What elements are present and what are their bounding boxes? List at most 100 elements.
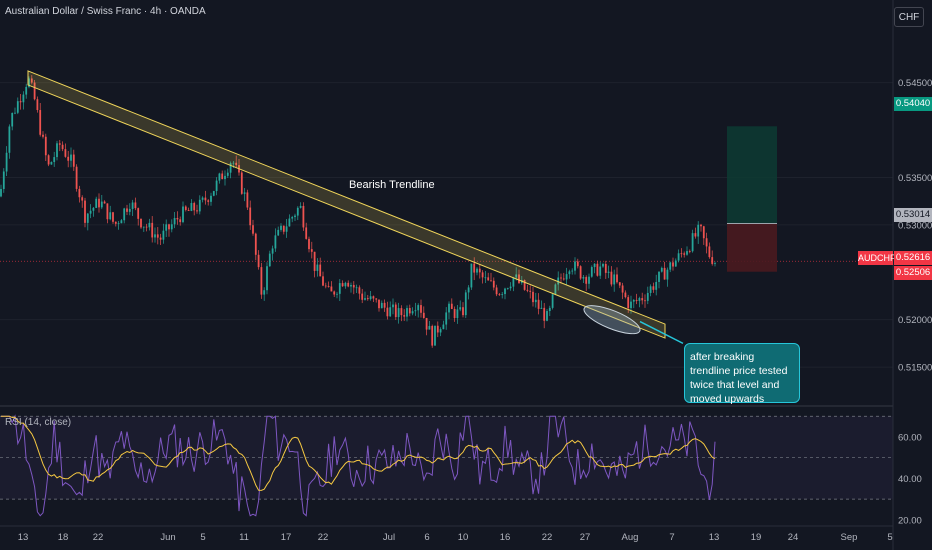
candle-body — [224, 175, 226, 180]
candle-body — [523, 280, 526, 290]
candle-body — [518, 274, 520, 283]
trendline-label[interactable]: Bearish Trendline — [349, 179, 435, 191]
candle-body — [462, 307, 464, 316]
candle-body — [156, 234, 159, 238]
trendline-channel — [27, 70, 666, 339]
candle-body — [532, 291, 534, 303]
candle-body — [324, 285, 327, 287]
candle-body — [638, 298, 641, 301]
candle-body — [25, 86, 28, 95]
candle-body — [126, 208, 128, 212]
candle-body — [5, 152, 8, 172]
note-pointer — [639, 320, 684, 345]
currency-button[interactable]: CHF — [894, 7, 924, 27]
candle-body — [358, 287, 361, 294]
candle-body — [714, 263, 716, 264]
candle-body — [140, 218, 142, 228]
candle-body — [364, 298, 366, 300]
candle-body — [616, 274, 618, 283]
candle-body — [663, 267, 666, 280]
candle-body — [574, 261, 576, 271]
candle-body — [271, 248, 274, 254]
price-tick-label: 0.54500 — [898, 78, 932, 89]
stop-price-tag: 0.52506 — [894, 266, 932, 280]
candle-body — [476, 268, 478, 273]
target-price-tag: 0.54040 — [894, 97, 932, 111]
candle-body — [316, 264, 319, 271]
candle-body — [196, 210, 198, 212]
candle-body — [260, 267, 263, 295]
candle-body — [467, 287, 470, 293]
candle-body — [78, 188, 81, 198]
candle-body — [674, 260, 677, 267]
candle-body — [319, 264, 322, 277]
candle-body — [392, 304, 394, 308]
candle-body — [42, 134, 44, 137]
candle-body — [0, 188, 2, 197]
candle-body — [95, 198, 98, 208]
candle-body — [655, 281, 658, 290]
time-axis[interactable]: 13 18 22 Jun 5 11 17 22 Jul 6 10 16 22 27 Aug 7 13 19 24 Se… — [18, 532, 893, 543]
candle-body — [408, 308, 411, 314]
candle-body — [700, 224, 702, 227]
candle-body — [86, 213, 89, 223]
candle-body — [691, 233, 694, 252]
candle-body — [504, 288, 506, 295]
candle-body — [473, 263, 476, 273]
price-axis[interactable]: 0.54500 0.53500 0.53000 0.52000 0.51500 — [898, 78, 932, 373]
candle-body — [215, 180, 218, 192]
candle-body — [296, 207, 299, 216]
candle-body — [190, 203, 193, 211]
candle-body — [366, 298, 369, 300]
candle-body — [372, 296, 375, 299]
annotation-note[interactable]: after breaking trendline price tested tw… — [684, 343, 800, 405]
rsi-tick-label: 60.00 — [898, 432, 922, 443]
candle-body — [254, 233, 257, 255]
candle-body — [593, 263, 596, 268]
candle-body — [240, 172, 243, 194]
candle-body — [221, 173, 224, 180]
candle-body — [182, 206, 184, 223]
candle-body — [36, 99, 39, 111]
candle-body — [683, 253, 686, 255]
candle-body — [607, 271, 610, 273]
candle-body — [308, 238, 310, 250]
candle-body — [652, 286, 655, 290]
candle-body — [268, 253, 271, 267]
entry-price-tag: 0.53014 — [894, 208, 932, 222]
candle-body — [336, 293, 338, 295]
candle-body — [280, 225, 282, 230]
candle-body — [30, 78, 33, 83]
candle-body — [294, 215, 296, 218]
candle-body — [352, 285, 355, 288]
candle-body — [103, 201, 106, 204]
long-position-zones[interactable] — [727, 126, 777, 272]
bearish-trendline[interactable] — [27, 70, 666, 339]
candle-body — [61, 144, 64, 150]
candle-body — [333, 291, 336, 295]
candle-body — [204, 197, 207, 201]
candle-body — [137, 208, 140, 219]
candle-body — [50, 162, 53, 165]
candle-body — [588, 276, 590, 284]
candle-body — [562, 278, 565, 280]
rsi-axis[interactable]: 60.00 40.00 20.00 — [898, 432, 922, 526]
candle-body — [641, 298, 644, 301]
candle-body — [263, 290, 266, 295]
retest-zone — [583, 305, 641, 335]
time-tick-label: 24 — [788, 532, 799, 543]
candle-body — [266, 266, 268, 291]
candle-body — [53, 157, 56, 163]
candle-body — [546, 311, 548, 321]
candle-body — [624, 292, 627, 298]
candle-body — [565, 274, 568, 280]
candle-body — [350, 285, 352, 287]
candle-body — [184, 206, 187, 210]
candle-body — [232, 162, 235, 164]
candle-body — [39, 110, 42, 135]
candle-body — [252, 225, 254, 234]
candle-body — [142, 226, 145, 228]
candle-body — [439, 329, 442, 333]
